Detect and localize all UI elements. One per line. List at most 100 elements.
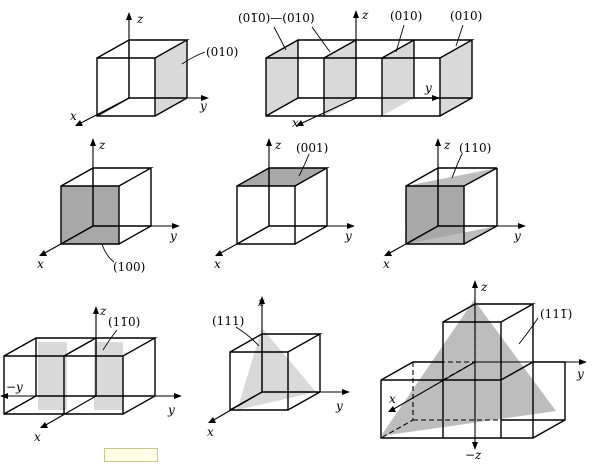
y-arrow [201,95,209,101]
axes [299,14,436,125]
cube-111: z y x (111) [207,295,350,439]
plane-010-face [155,40,187,116]
pair-leaders [273,26,331,53]
y-label: y [169,229,177,243]
z-label: z [443,138,451,152]
y-label: y [576,367,584,381]
x-label: x [34,430,41,444]
plane-0-10-face [266,40,298,116]
y-arrow [172,223,180,229]
z-arrow [126,12,132,20]
y-arrow [347,223,355,229]
axes [218,142,351,255]
y-arrow [174,393,182,399]
y-arrow [518,223,526,229]
empty-caption-box [104,448,158,462]
axes [42,142,176,255]
plane-leader [181,51,206,65]
plane-110-top-wedge [406,168,497,186]
x-label: x [37,257,44,271]
plane-100-face [61,186,119,244]
y-arrow [579,359,587,365]
z-arrow [90,138,96,146]
row-of-cubes-010: z y x (01̅0)—(010) (010) (010) [238,8,482,130]
x-arrow [208,417,216,423]
cube-001: z y x (001) [214,138,355,271]
neg-y-label: −y [6,380,23,394]
plane-110-bottom-wedge [406,226,497,244]
neg-z-label: −z [465,448,482,459]
cubes-edges [3,337,158,415]
z-label: z [98,138,106,152]
x-arrow [215,250,223,256]
z-arrow [435,138,441,146]
x-arrow [296,120,304,126]
cube-010: z y x (010) [70,12,238,126]
plane-010-label-a: (010) [390,9,422,23]
plane-leader [518,317,539,345]
plane-1-10-label: (11̅0) [108,315,140,329]
x-arrow [39,250,47,256]
plane-001-label: (001) [296,141,328,155]
plane-111-face [237,328,316,410]
x-arrow [75,120,83,126]
x-label: x [70,109,77,123]
cubes-1-10: z y −y x (11̅0) [0,304,182,444]
leader-a [395,24,405,53]
z-label: z [274,138,282,152]
z-arrow [259,296,265,304]
axes [78,16,205,125]
y-label: y [424,81,432,95]
plane-leader [451,153,463,179]
x-label: x [383,257,390,271]
plane-001-face [237,168,327,186]
y-label: y [167,403,175,417]
neg-y-arrow [0,393,8,399]
z-label: z [480,280,488,294]
x-arrow [388,406,396,412]
plane-pair-label: (01̅0)—(010) [238,11,315,25]
z-arrow [93,306,99,314]
neg-z-arrow [472,442,478,450]
x-arrow [40,422,48,428]
plane-leader [102,329,118,351]
plane-010-face-b [382,40,414,116]
axes [211,300,346,422]
y-label: y [335,399,343,413]
z-label: z [257,295,265,309]
plane-110-front [406,186,464,244]
x-label: x [389,392,396,406]
axes [4,310,178,427]
x-label: x [207,425,214,439]
z-label: z [361,8,369,22]
plane-100-label: (100) [113,260,145,274]
y-arrow [432,95,440,101]
y-label: y [513,229,521,243]
plane-1-10-face-b [94,342,123,410]
x-arrow [384,250,392,256]
plane-leader [298,153,310,177]
plane-010-label-b: (010) [450,9,482,23]
plane-leader [235,326,260,347]
x-label: x [292,116,299,130]
y-label: y [199,99,207,113]
z-arrow [266,138,272,146]
plane-11-1-label: (111̅) [540,307,572,321]
plane-010-label: (010) [206,45,238,59]
z-arrow [472,280,478,288]
cubes-11-1: z y x −z (111̅) [380,280,587,462]
y-label: y [344,229,352,243]
z-arrow [353,10,359,18]
plane-1-10-face-a [38,342,67,410]
leader-b [455,24,464,47]
plane-110-label: (110) [459,141,491,155]
cube-100: z y x (100) [37,138,180,274]
plane-111-label: (111) [212,314,244,328]
plane-11-1-face [381,300,556,436]
plane-010-face-a [324,40,356,116]
plane-010-face-c [440,40,472,116]
cube-110: z y x (110) [383,138,526,271]
x-label: x [214,257,221,271]
